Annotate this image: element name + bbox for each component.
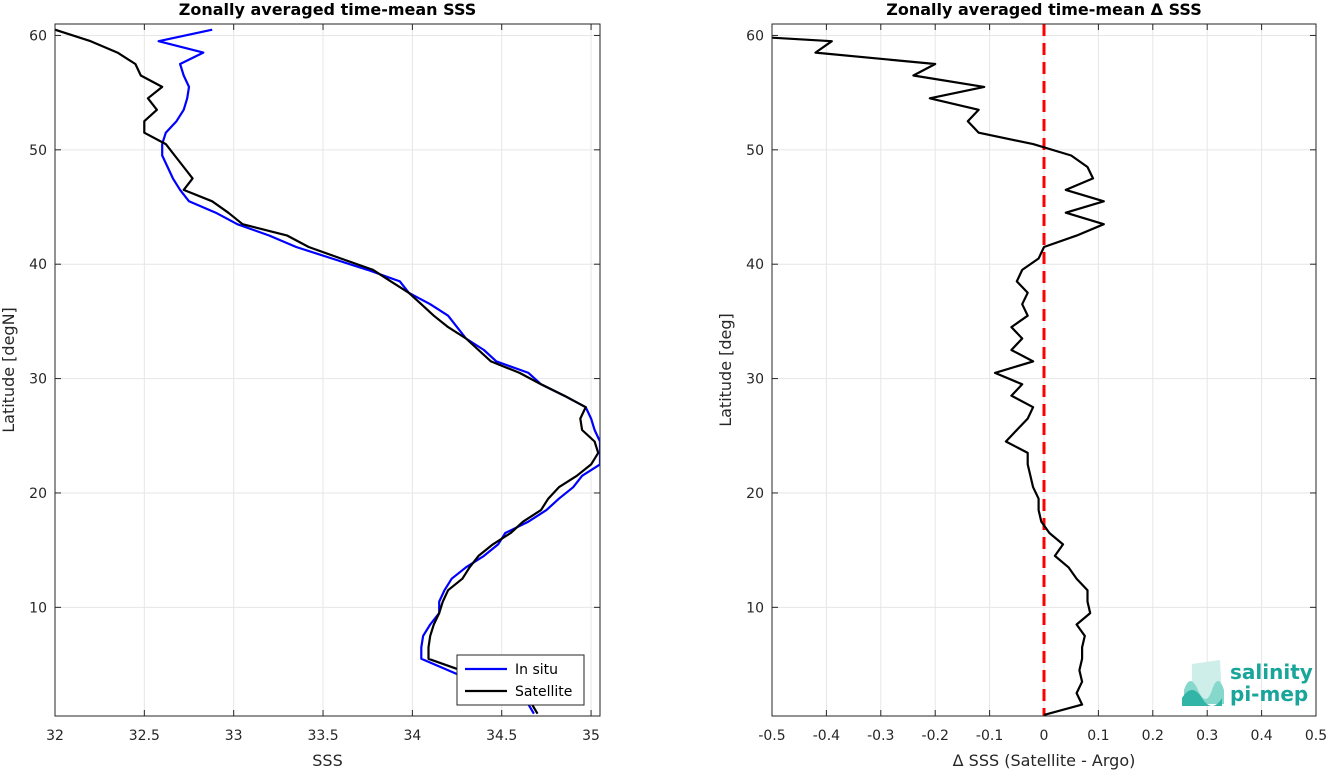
x-tick-label: 32.5 [129,728,160,744]
legend: In situ Satellite [456,654,585,706]
x-tick-label: 0.2 [1142,728,1164,744]
legend-label: Satellite [515,684,572,700]
series-line-0 [772,36,1105,716]
left-panel-sss: 32 32.5 33 33.5 34 34.5 35 10 20 30 40 50 60 Zonally … [0,0,601,770]
y-tick-label: 10 [746,600,764,616]
x-axis-label: Δ SSS (Satellite - Argo) [953,751,1136,770]
chart-title: Zonally averaged time-mean Δ SSS [886,0,1202,19]
x-tick-label: 33.5 [307,728,338,744]
y-axis-label: Latitude [degN] [0,307,18,433]
logo-line2: pi-mep [1230,682,1308,706]
y-tick-label: 50 [746,143,764,159]
x-tick-label: -0.5 [758,728,785,744]
x-tick-label: 0 [1040,728,1049,744]
legend-box [456,654,585,706]
y-tick-label: 60 [746,28,764,44]
series-line-in-situ [157,28,600,715]
x-tick-label: -0.1 [976,728,1003,744]
y-tick-label: 50 [29,143,47,159]
x-axis-label: SSS [312,751,342,770]
legend-label: In situ [515,662,558,678]
x-tick-label: 35 [582,728,600,744]
x-tick-label: -0.2 [922,728,949,744]
x-tick-label: 33 [225,728,243,744]
y-axis-label: Latitude [deg] [716,313,735,427]
y-tick-label: 30 [29,372,47,388]
x-tick-label: 0.3 [1196,728,1218,744]
x-tick-label: 0.4 [1250,728,1272,744]
x-tick-label: -0.3 [867,728,894,744]
plot-area [55,24,600,716]
y-tick-label: 10 [29,600,47,616]
axes-frame [771,23,1317,717]
y-tick-label: 20 [746,486,764,502]
x-tick-label: 34 [403,728,421,744]
y-tick-label: 30 [746,372,764,388]
chart-title: Zonally averaged time-mean SSS [179,0,477,19]
salinity-pi-mep-logo: salinity pi-mep [1182,660,1313,706]
logo-waves-icon [1182,660,1224,706]
y-tick-label: 20 [29,486,47,502]
y-tick-label: 60 [29,28,47,44]
series-line-satellite [55,28,600,715]
x-tick-label: 32 [46,728,64,744]
x-tick-label: 0.1 [1087,728,1109,744]
right-panel-delta-sss: -0.5 -0.4 -0.3 -0.2 -0.1 0 0.1 0.2 0.3 0.4 0.5 10 20… [716,0,1327,770]
x-tick-label: 34.5 [486,728,517,744]
logo-line1: salinity [1230,660,1313,684]
y-tick-label: 40 [746,257,764,273]
y-tick-label: 40 [29,257,47,273]
x-tick-label: 0.5 [1305,728,1327,744]
axes-frame [54,23,601,717]
x-tick-label: -0.4 [813,728,840,744]
